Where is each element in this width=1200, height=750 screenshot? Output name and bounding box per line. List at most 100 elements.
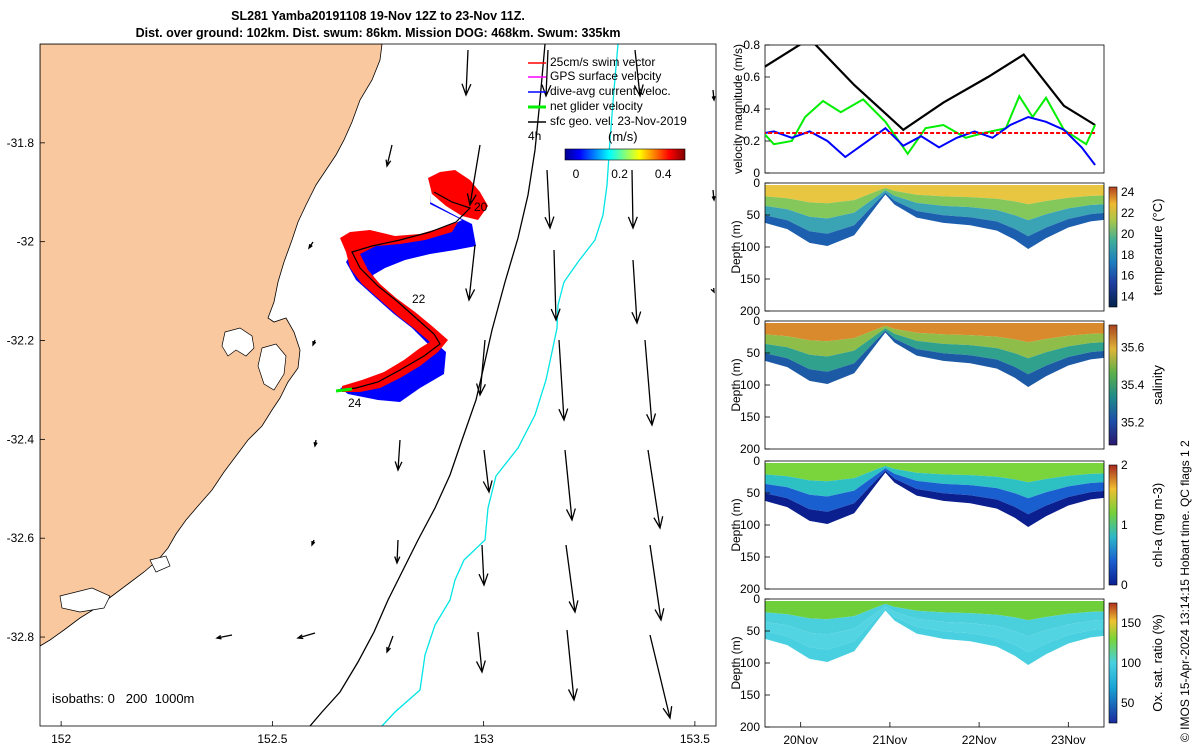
- legend-net: net glider velocity: [550, 99, 643, 113]
- legend-current: dive-avg current veloc.: [550, 84, 671, 98]
- track-label-24: 24: [348, 396, 362, 410]
- chlorophyll-colorbar: [1108, 464, 1118, 586]
- chlorophyll-layer: [765, 463, 1104, 483]
- temperature-colorbar-tick: 16: [1121, 269, 1135, 283]
- swim-vector-band: [340, 170, 488, 392]
- geo-velocity-arrow: [565, 544, 579, 614]
- geo-velocity-arrow: [296, 632, 316, 640]
- geostrophic-velocity-vectors: [215, 49, 716, 720]
- geo-velocity-arrow: [710, 287, 715, 294]
- geo-velocity-arrow: [386, 635, 394, 654]
- geo-velocity-arrow: [308, 241, 314, 250]
- map-ytick-label: -31.8: [7, 136, 35, 150]
- salinity-layer: [765, 325, 1104, 359]
- chlorophyll-ytick-label: 0: [753, 454, 760, 468]
- time-tick-label: 20Nov: [783, 733, 818, 747]
- map-lagoon: [59, 587, 111, 613]
- salinity-layer: [765, 330, 1104, 387]
- temperature-colorbar-tick: 22: [1121, 206, 1135, 220]
- geo-velocity-arrow: [564, 449, 576, 522]
- salinity-layer: [765, 323, 1104, 343]
- time-tick-label: 22Nov: [962, 733, 997, 747]
- colorbar-tick-label: 0.2: [611, 167, 628, 181]
- isobath-200m: [309, 44, 546, 726]
- oxygen-layer: [765, 606, 1104, 653]
- temperature-ytick-label: 50: [747, 208, 761, 222]
- chlorophyll-layer: [765, 470, 1104, 527]
- geo-velocity-arrow: [465, 244, 476, 302]
- map-xtick-label: 153.5: [680, 732, 710, 746]
- chlorophyll-ylabel: Depth (m): [729, 498, 743, 551]
- velocity-ytick-label: 0.4: [743, 102, 760, 116]
- oxygen-ytick-label: 100: [740, 656, 760, 670]
- map-inlet: [149, 555, 171, 573]
- oxygen-layer: [765, 601, 1104, 621]
- time-axis: 20Nov 21Nov 22Nov 23Nov: [783, 722, 1086, 747]
- geo-velocity-arrow: [711, 189, 716, 202]
- map-estuary: [221, 327, 255, 357]
- chlorophyll-ytick-label: 150: [740, 550, 760, 564]
- temperature-ytick-label: 150: [740, 272, 760, 286]
- temperature-layer: [765, 192, 1104, 249]
- temperature-layer: [765, 190, 1104, 237]
- geo-velocity-arrow: [633, 49, 644, 98]
- map-ytick-label: -32.6: [7, 531, 35, 545]
- geo-velocity-arrow: [394, 439, 403, 472]
- figure-title: SL281 Yamba20191108 19-Nov 12Z to 23-Nov…: [40, 8, 716, 42]
- chlorophyll-colorbar-tick: 2: [1121, 458, 1128, 472]
- geo-velocity-arrow: [558, 339, 569, 422]
- map-land: [40, 44, 383, 647]
- geo-velocity-arrow: [311, 539, 316, 547]
- glider-track-line: [337, 191, 472, 391]
- map-xtick-label: 152.5: [257, 732, 287, 746]
- geo-velocity-arrow: [550, 249, 561, 322]
- oxygen-layer: [765, 603, 1104, 637]
- salinity-ylabel: Depth (m): [729, 358, 743, 411]
- map-legend: 25cm/s swim vector GPS surface velocity …: [528, 55, 687, 181]
- map-ytick-label: -32.8: [7, 630, 35, 644]
- geo-velocity-arrow: [313, 439, 318, 448]
- isobath-note: isobaths: 0 200 1000m: [52, 691, 194, 706]
- salinity-ytick-label: 100: [740, 378, 760, 392]
- oxygen-colorbar-tick: 100: [1121, 656, 1141, 670]
- geo-velocity-arrow: [215, 634, 233, 640]
- temperature-layer: [765, 185, 1104, 205]
- oxygen-colorbar-label: Ox. sat. ratio (%): [1150, 614, 1165, 712]
- geo-velocity-arrow: [482, 449, 493, 494]
- oxygen-ytick-label: 50: [747, 624, 761, 638]
- temperature-panel: 0 50 100 150 200 Depth (m) 14 16 18 20 22 24 tempera…: [729, 176, 1165, 318]
- oxygen-ylabel: Depth (m): [729, 636, 743, 689]
- temperature-ytick-label: 100: [740, 240, 760, 254]
- geo-velocity-arrow: [385, 144, 393, 168]
- geo-velocity-arrow: [647, 449, 664, 530]
- track-label-20: 20: [474, 200, 488, 214]
- velocity-ylabel: velocity magnitude (m/s): [731, 44, 745, 174]
- temperature-colorbar: [1108, 186, 1118, 308]
- geo-velocity-arrow: [312, 339, 317, 347]
- temperature-colorbar-tick: 24: [1121, 185, 1135, 199]
- velocity-ytick-label: 0.6: [743, 70, 760, 84]
- time-tick-label: 21Nov: [873, 733, 908, 747]
- chlorophyll-ytick-label: 100: [740, 518, 760, 532]
- chlorophyll-layer: [765, 468, 1104, 515]
- track-label-22: 22: [412, 292, 426, 306]
- geo-velocity-arrow: [461, 49, 472, 97]
- map-axes-frame: [39, 43, 717, 727]
- geo-velocity-arrow: [644, 339, 657, 427]
- salinity-layer: [765, 328, 1104, 375]
- salinity-ytick-label: 150: [740, 410, 760, 424]
- chlorophyll-colorbar-tick: 0: [1121, 578, 1128, 592]
- legend-swim: 25cm/s swim vector: [550, 55, 655, 69]
- map-xtick-label: 153: [474, 732, 494, 746]
- speed-colorbar: [564, 148, 686, 161]
- salinity-ytick-label: 0: [753, 314, 760, 328]
- chlorophyll-layer: [765, 465, 1104, 499]
- isobath-1000m: [381, 44, 619, 726]
- temperature-ytick-label: 0: [753, 176, 760, 190]
- temperature-layer: [765, 187, 1104, 221]
- geo-velocity-arrow: [566, 629, 578, 702]
- oxygen-layer: [765, 608, 1104, 665]
- legend-note: 4h: [528, 129, 541, 143]
- salinity-colorbar-tick: 35.6: [1121, 341, 1145, 355]
- geo-velocity-arrow: [475, 339, 486, 397]
